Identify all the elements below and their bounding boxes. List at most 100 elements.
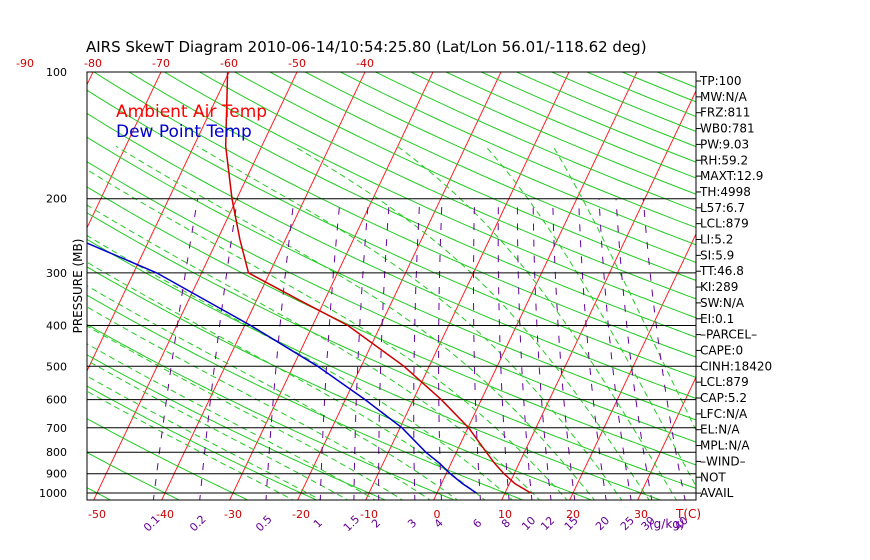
panel-item: SW:N/A — [700, 296, 745, 310]
dry-adiabat-line — [87, 212, 696, 489]
chart-title: AIRS SkewT Diagram 2010-06-14/10:54:25.8… — [86, 38, 647, 56]
mixing-ratio-tick-label: 0.5 — [253, 513, 275, 535]
dry-adiabat-line — [163, 72, 696, 319]
dry-adiabat-line — [87, 89, 696, 378]
panel-item: TT:46.8 — [699, 264, 744, 278]
panel-item: EI:0.1 — [700, 312, 734, 326]
panel-item: LFC:N/A — [700, 407, 748, 421]
pressure-tick-label: 1000 — [39, 487, 67, 500]
mixing-ratio-line — [353, 198, 370, 500]
dry-adiabat-line — [87, 161, 696, 443]
bottom-temp-tick-label: 20 — [566, 508, 580, 521]
isotherm-line — [773, 63, 870, 502]
panel-item: RH:59.2 — [700, 153, 748, 167]
top-temp-tick-label: -70 — [152, 57, 170, 70]
pressure-tick-label: 500 — [46, 360, 67, 373]
dry-adiabat-line — [87, 186, 696, 466]
isobar-layer — [87, 198, 696, 494]
bottom-temperature-tick-labels: -50 -40 -30 -20 -10 0 10 20 30 — [88, 508, 648, 521]
dry-adiabat-line — [233, 72, 696, 281]
panel-item: MW:N/A — [700, 90, 748, 104]
temperature-unit-label: T(C) — [675, 507, 701, 521]
dry-adiabat-line — [87, 451, 181, 500]
isotherm-line — [433, 72, 638, 500]
pressure-tick-label: 600 — [46, 394, 67, 407]
bottom-temp-tick-label: -30 — [224, 508, 242, 521]
moist-adiabat-line — [87, 285, 459, 500]
isotherm-line — [297, 72, 502, 500]
dry-adiabat-line — [198, 72, 696, 300]
panel-item: SI:5.9 — [700, 248, 734, 262]
panel-item: NOT — [700, 470, 726, 484]
mixing-ratio-line — [199, 198, 238, 500]
panel-item: –WIND– — [700, 454, 746, 468]
isotherm-line — [87, 72, 230, 373]
bottom-temp-tick-label: -50 — [88, 508, 106, 521]
dry-adiabat-line — [87, 418, 250, 500]
panel-item: CINH:18420 — [700, 359, 772, 373]
top-temp-tick-label: -60 — [220, 57, 238, 70]
pressure-tick-label: 800 — [46, 446, 67, 459]
dry-adiabat-line — [87, 112, 696, 399]
mixing-ratio-line — [516, 198, 533, 500]
series-layer — [87, 72, 532, 494]
dry-adiabat-line — [480, 72, 696, 163]
isotherm-line — [569, 232, 696, 500]
mixing-ratio-line — [598, 198, 632, 500]
y-axis-label: PRESSURE (MB) — [71, 239, 85, 334]
top-temperature-tick-labels: -120-110-100-90-80-70-60-50-40 — [16, 57, 374, 70]
dry-adiabat-line — [339, 72, 696, 229]
dry-adiabat-line — [409, 72, 696, 195]
panel-item: MAXT:12.9 — [700, 169, 763, 183]
mixing-ratio-tick-label: 0.2 — [187, 513, 209, 535]
dry-adiabat-line — [87, 294, 525, 500]
panel-item: TP:100 — [699, 74, 742, 88]
dry-adiabat-line — [87, 487, 112, 500]
dry-adiabat-line — [128, 72, 696, 338]
pressure-tick-labels: 100 200 300 400 500 600 700 800 900 1000 — [39, 66, 67, 500]
isotherm-line — [365, 72, 570, 500]
isotherm-line — [0, 63, 29, 502]
dry-adiabat-line — [87, 238, 662, 500]
dry-adiabat-line — [0, 63, 45, 502]
bottom-temp-tick-label: -20 — [292, 508, 310, 521]
mixing-ratio-unit-label: (g/kg) — [649, 517, 685, 531]
moist-adiabat-line — [87, 169, 568, 500]
mixing-ratio-tick-label: 20 — [593, 514, 612, 533]
isotherm-line — [93, 72, 298, 500]
dry-adiabat-line — [87, 266, 594, 500]
mixing-ratio-line — [319, 198, 341, 500]
bottom-temp-tick-label: 0 — [434, 508, 441, 521]
mixing-ratio-line — [532, 198, 552, 500]
isotherm-line — [841, 63, 870, 502]
panel-item: L57:6.7 — [700, 201, 745, 215]
dew-point-profile — [87, 242, 477, 494]
panel-item: EL:N/A — [700, 423, 740, 437]
panel-item: WB0:781 — [700, 122, 755, 136]
mixing-ratio-line — [615, 198, 653, 500]
panel-item: MPL:N/A — [700, 439, 750, 453]
dry-adiabat-line — [374, 72, 696, 212]
panel-item: KI:289 — [700, 280, 738, 294]
top-temp-tick-label: -50 — [288, 57, 306, 70]
mixing-ratio-tick-label: 2 — [369, 516, 383, 530]
mixing-ratio-tick-label: 3 — [405, 516, 419, 530]
bottom-temp-tick-label: 10 — [498, 508, 512, 521]
pressure-tick-label: 900 — [46, 468, 67, 481]
dry-adiabat-line — [515, 72, 696, 148]
panel-item: PW:9.03 — [700, 137, 749, 151]
dry-adiabat-line — [92, 72, 696, 358]
dry-adiabat-line — [87, 354, 387, 500]
isotherm-line — [637, 376, 696, 500]
dry-adiabat-line — [87, 136, 696, 421]
panel-item: LCL:879 — [700, 217, 749, 231]
panel-item: CAPE:0 — [700, 343, 743, 357]
dry-adiabat-line — [268, 72, 696, 263]
top-temp-tick-label: -80 — [84, 57, 102, 70]
panel-item: TH:4998 — [699, 185, 751, 199]
mixing-ratio-tick-label: 10 — [519, 514, 538, 533]
isotherm-line — [87, 72, 162, 229]
top-temp-tick-label: -40 — [356, 57, 374, 70]
